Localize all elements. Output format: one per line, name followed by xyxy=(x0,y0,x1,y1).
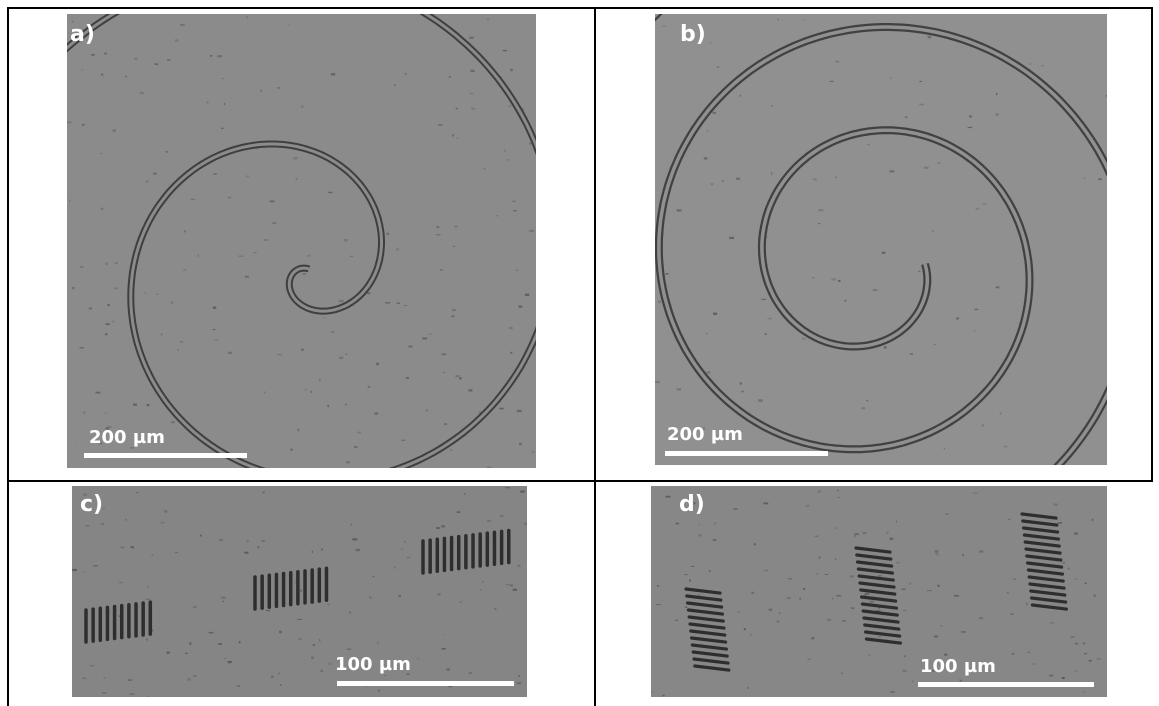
scale-label-b: 200 µm xyxy=(667,424,743,445)
table-border-left xyxy=(7,7,9,706)
spiral-micrograph-b xyxy=(655,14,1107,465)
spiral-micrograph-a xyxy=(67,14,536,468)
panel-label-b: b) xyxy=(680,22,706,47)
table-border-top xyxy=(7,7,1153,9)
scale-bar-d xyxy=(918,682,1094,687)
panel-label-a: a) xyxy=(70,22,95,47)
scale-bar-b xyxy=(665,451,828,456)
grating-micrograph-d xyxy=(651,486,1107,697)
micrograph-panel-a: a) 200 µm xyxy=(67,14,536,468)
panel-label-d: d) xyxy=(679,492,705,517)
grating-micrograph-c xyxy=(72,486,527,697)
micrograph-panel-d: d) 100 µm xyxy=(651,486,1107,697)
scale-bar-c xyxy=(337,681,514,686)
table-border-right xyxy=(1151,7,1153,482)
table-border-middle xyxy=(594,7,596,706)
scale-label-c: 100 µm xyxy=(335,654,411,675)
micrograph-panel-c: c) 100 µm xyxy=(72,486,527,697)
scale-label-d: 100 µm xyxy=(920,656,996,677)
scale-label-a: 200 µm xyxy=(89,427,165,448)
micrograph-panel-b: b) 200 µm xyxy=(655,14,1107,465)
panel-label-c: c) xyxy=(80,492,104,517)
scale-bar-a xyxy=(84,453,247,458)
table-row-divider xyxy=(7,480,1153,482)
